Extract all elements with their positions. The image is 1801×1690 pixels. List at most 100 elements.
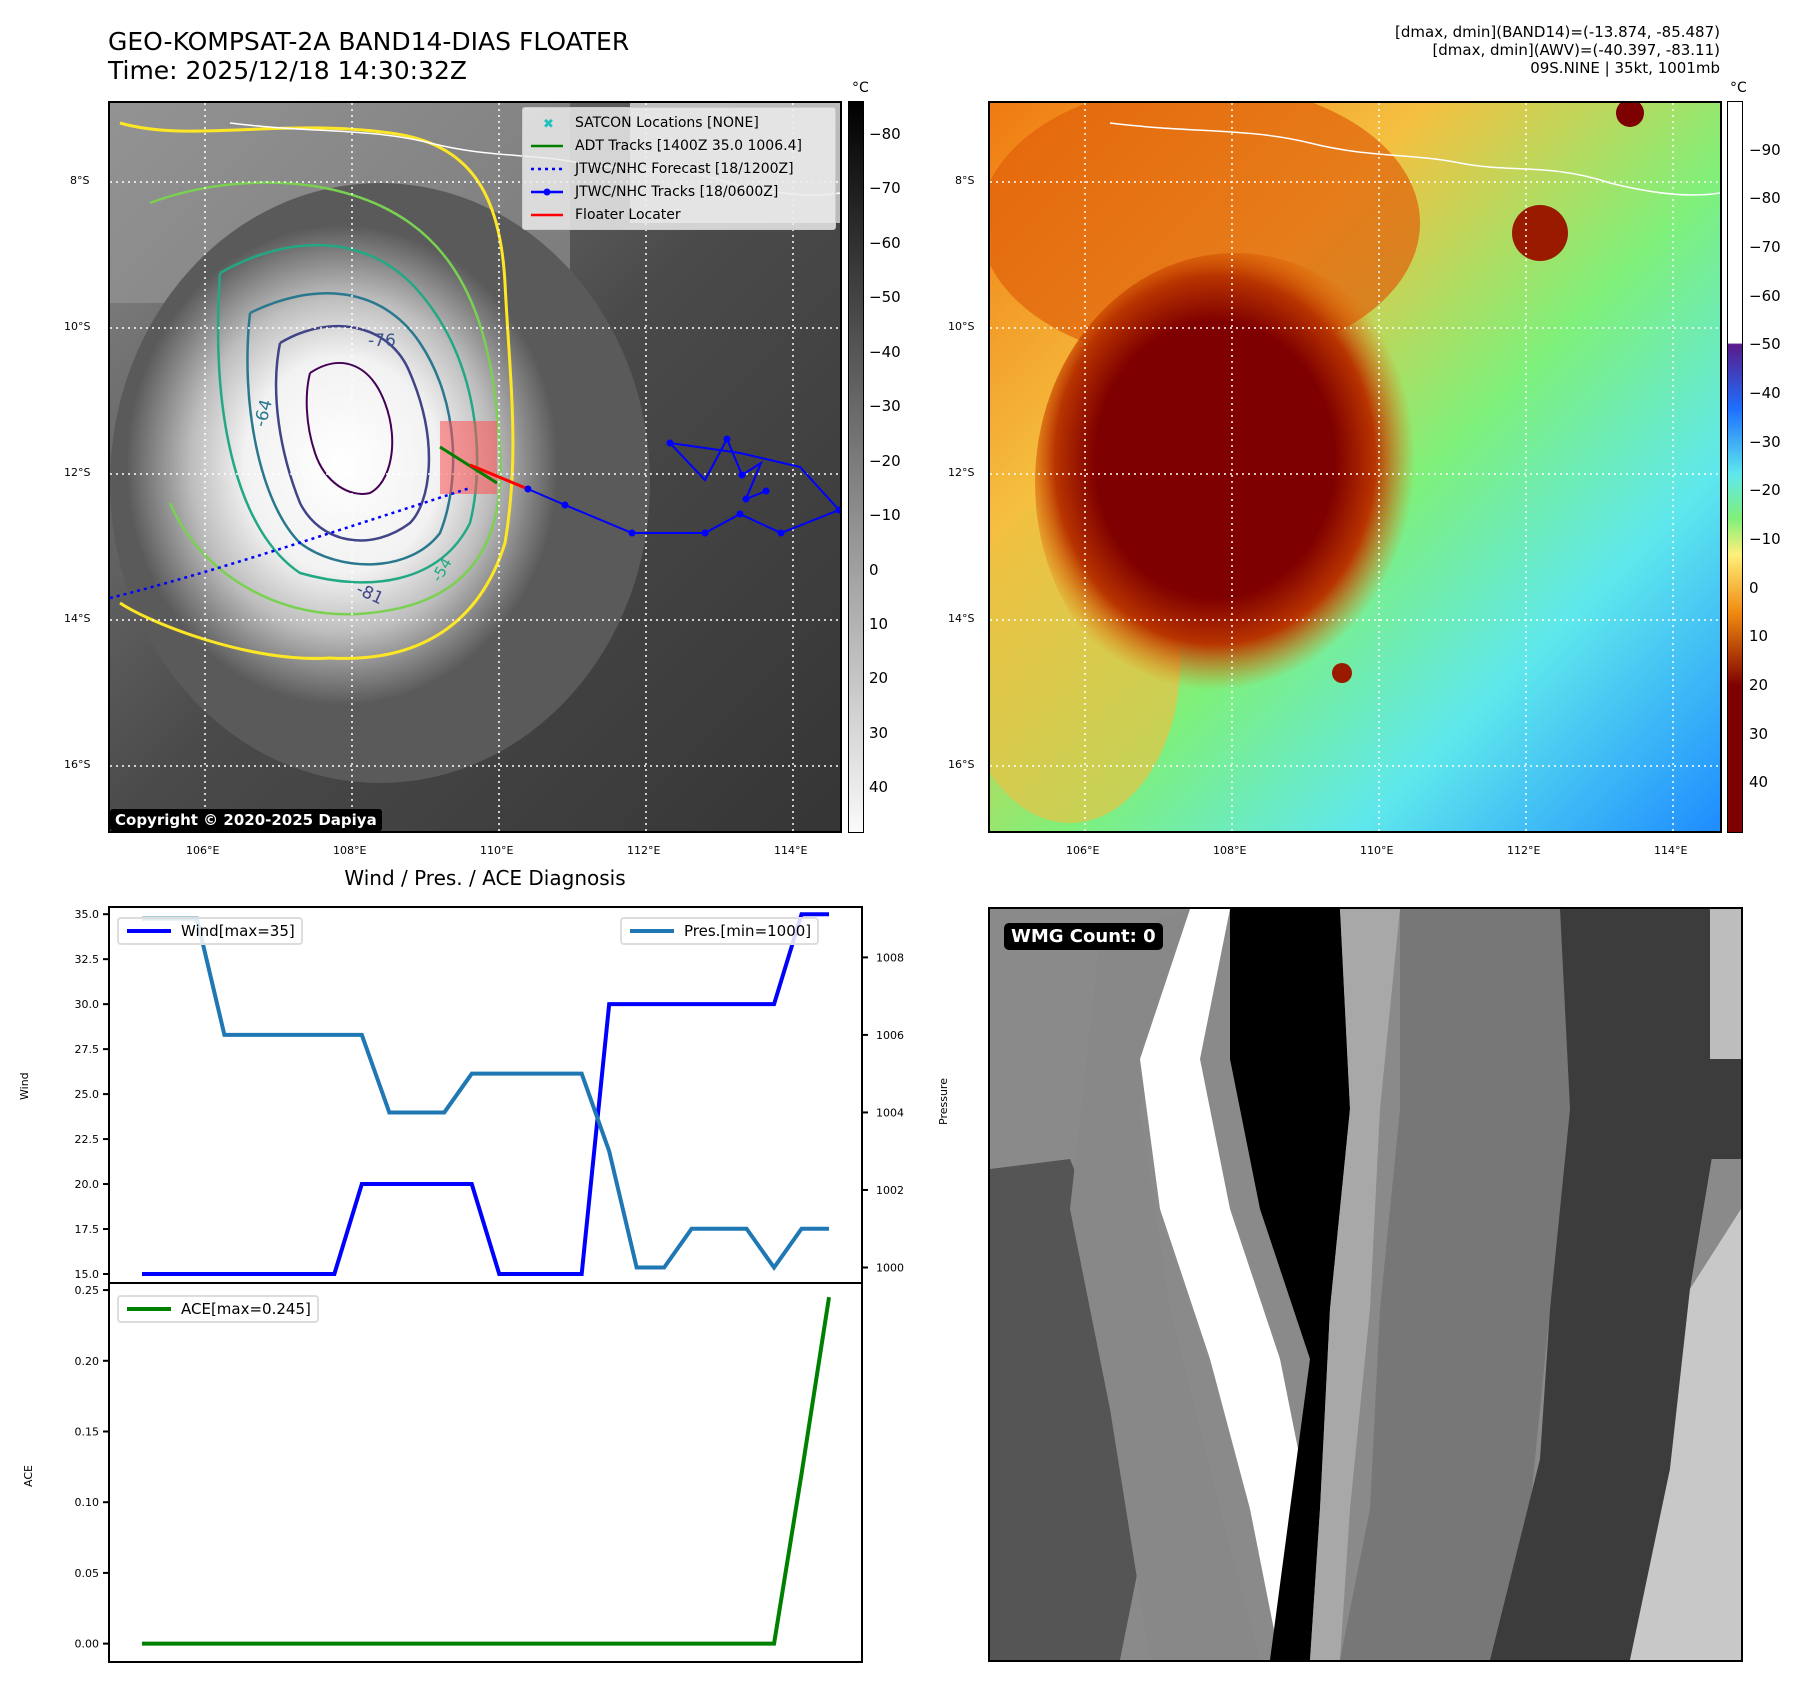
adt-track xyxy=(439,445,498,485)
jtwc-points xyxy=(524,435,840,537)
wmg-count-badge: WMG Count: 0 xyxy=(1004,923,1163,950)
colorbar-tick-label: −70 xyxy=(869,179,901,198)
lat-label: 14°S xyxy=(64,612,91,625)
x-marker-icon: ✖ xyxy=(543,117,554,129)
legend-line-icon xyxy=(630,929,674,933)
awv-enhanced-map[interactable] xyxy=(988,101,1722,833)
cloud-mass xyxy=(110,183,650,783)
lat-label: 8°S xyxy=(70,174,90,187)
colorbar-tick-label: −10 xyxy=(1749,530,1781,548)
contour-label: -76 xyxy=(368,331,396,351)
colorbar-tick-label: −20 xyxy=(1749,481,1781,500)
wind-pressure-chart: 35.0 32.5 30.0 27.5 25.0 22.5 20.0 17.5 15.0 1008… xyxy=(75,906,904,1284)
forecast-track xyxy=(110,486,471,600)
legend-forecast: JTWC/NHC Forecast [18/1200Z] xyxy=(523,157,835,180)
figure-title: GEO-KOMPSAT-2A BAND14-DIAS FLOATER Time:… xyxy=(108,27,629,85)
y-right-tick-label: 1006 xyxy=(876,1029,904,1042)
colorbar-unit: °C xyxy=(1730,80,1747,96)
colorbar-tick-label: −40 xyxy=(869,342,901,361)
lon-label: 108°E xyxy=(333,844,367,857)
y-tick-label: 0.25 xyxy=(75,1284,100,1297)
legend-adt: ADT Tracks [1400Z 35.0 1006.4] xyxy=(523,134,835,157)
colorbar-tick-label: −20 xyxy=(869,451,901,470)
band14-ir-map[interactable]: -76 -64 -81 -54 xyxy=(108,101,842,833)
colorbar-tick-label: 0 xyxy=(1749,578,1759,597)
y-right-tick-label: 1002 xyxy=(876,1184,904,1197)
info-line-3: 09S.NINE | 35kt, 1001mb xyxy=(1530,59,1720,77)
lat-label: 16°S xyxy=(948,758,975,771)
legend-label: Pres.[min=1000] xyxy=(684,922,812,940)
wmg-imagery xyxy=(990,909,1741,1660)
lon-label: 114°E xyxy=(774,844,808,857)
y-right-tick-label: 1000 xyxy=(876,1261,904,1274)
legend-label: Wind[max=35] xyxy=(181,922,295,940)
legend-floater: Floater Locater xyxy=(523,203,835,226)
y-tick-label: 32.5 xyxy=(75,953,100,966)
info-line-2: [dmax, dmin](AWV)=(-40.397, -83.11) xyxy=(1432,41,1720,59)
y-tick-label: 35.0 xyxy=(75,908,100,921)
legend-label: ADT Tracks [1400Z 35.0 1006.4] xyxy=(575,137,802,154)
title-line-1: GEO-KOMPSAT-2A BAND14-DIAS FLOATER xyxy=(108,27,630,56)
legend-label: JTWC/NHC Tracks [18/0600Z] xyxy=(575,183,779,200)
contour-teal xyxy=(216,243,479,584)
colorbar-tick-label: 30 xyxy=(1749,724,1769,743)
contour-purple xyxy=(305,362,394,495)
jtwc-track xyxy=(527,436,840,535)
copyright-badge: Copyright © 2020-2025 Dapiya xyxy=(110,809,382,831)
lon-label: 110°E xyxy=(1360,844,1394,857)
floater-line xyxy=(469,463,529,491)
lon-label: 106°E xyxy=(186,844,220,857)
colorbar-tick-label: −60 xyxy=(869,233,901,252)
lat-label: 10°S xyxy=(64,320,91,333)
series-line-ace xyxy=(141,1296,831,1646)
lat-label: 8°S xyxy=(955,174,975,187)
series-line-pressure xyxy=(141,916,830,1271)
colorbar-tick-label: 0 xyxy=(869,560,879,579)
y-tick-label: 0.15 xyxy=(75,1425,100,1438)
contour-yellow xyxy=(119,121,515,660)
svg-text:✖: ✖ xyxy=(543,117,554,129)
legend-jtwc-tracks: JTWC/NHC Tracks [18/0600Z] xyxy=(523,180,835,203)
y-tick-label: 20.0 xyxy=(75,1178,100,1191)
lat-label: 14°S xyxy=(948,612,975,625)
legend-label: ACE[max=0.245] xyxy=(181,1300,311,1318)
colorbar-tick-label: −80 xyxy=(869,124,901,143)
map-gridlines xyxy=(990,103,1720,831)
dotted-line-icon xyxy=(531,167,563,170)
colorbar-tick-label: −50 xyxy=(1749,335,1781,354)
pressure-axis-label: Pressure xyxy=(937,1078,950,1125)
colorbar-tick-label: 20 xyxy=(869,669,889,688)
lat-label: 12°S xyxy=(64,466,91,479)
solid-line-icon xyxy=(531,213,563,216)
legend-satcon: ✖ SATCON Locations [NONE] xyxy=(523,111,835,134)
colorbar-tick-label: 10 xyxy=(1749,627,1769,646)
y-tick-label: 0.05 xyxy=(75,1567,100,1580)
colorbar-tick-label: −30 xyxy=(1749,432,1781,451)
y-right-tick-label: 1008 xyxy=(876,951,904,964)
map-legend: ✖ SATCON Locations [NONE] ADT Tracks [14… xyxy=(522,107,836,230)
colorbar-tick-label: −50 xyxy=(869,288,901,307)
marker-line-icon xyxy=(531,188,563,195)
wmg-panel[interactable]: WMG Count: 0 xyxy=(988,907,1743,1662)
lon-label: 106°E xyxy=(1066,844,1100,857)
cold-cloud-core xyxy=(1035,253,1435,713)
colorbar-tick-label: 40 xyxy=(869,778,889,797)
awv-imagery xyxy=(990,103,1720,831)
colorbar-tick-label: −40 xyxy=(1749,384,1781,402)
colorbar-tick-label: 10 xyxy=(869,614,889,633)
plot-frame xyxy=(108,1282,863,1663)
wind-axis-label: Wind xyxy=(18,1072,31,1100)
grayscale-colorbar xyxy=(848,101,864,833)
y-tick-label: 27.5 xyxy=(75,1043,100,1056)
lat-label: 10°S xyxy=(948,320,975,333)
y-tick-label: 25.0 xyxy=(75,1088,100,1101)
y-tick-label: 0.10 xyxy=(75,1496,100,1509)
lon-label: 108°E xyxy=(1213,844,1247,857)
ace-axis-label: ACE xyxy=(22,1465,35,1487)
title-line-2: Time: 2025/12/18 14:30:32Z xyxy=(108,56,467,85)
colorbar-tick-label: −30 xyxy=(869,397,901,416)
wind-legend: Wind[max=35] xyxy=(117,917,303,945)
y-tick-label: 15.0 xyxy=(75,1268,100,1281)
lon-label: 112°E xyxy=(1507,844,1541,857)
lat-label: 12°S xyxy=(948,466,975,479)
